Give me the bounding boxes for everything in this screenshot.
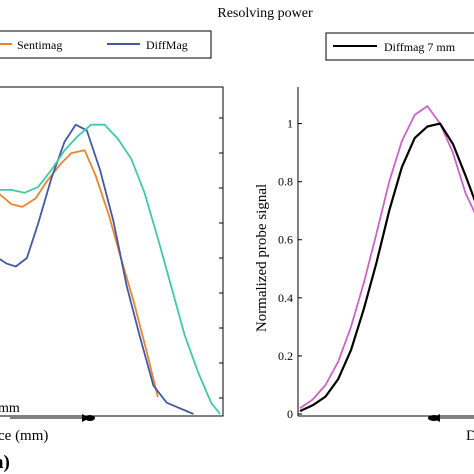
right-series-lines bbox=[299, 105, 474, 413]
series-line-0-1 bbox=[0, 123, 194, 415]
left-annotation: mm bbox=[0, 401, 20, 416]
left-y-axis-ticks bbox=[219, 117, 223, 399]
figure-title: Resolving power bbox=[217, 6, 313, 21]
right-y-axis-ticks: 0 0.2 0.4 0.6 0.8 1 bbox=[278, 117, 302, 421]
panel-label: a) bbox=[0, 452, 10, 473]
left-arrow-marker bbox=[10, 414, 95, 422]
series-line-1-1 bbox=[299, 122, 474, 413]
legend-label-diffmag-7mm: Diffmag 7 mm bbox=[384, 40, 456, 54]
right-y-tick-label: 0.4 bbox=[278, 291, 293, 305]
right-legend: Diffmag 7 mm bbox=[325, 32, 474, 61]
left-series-lines bbox=[0, 123, 221, 415]
left-legend-box bbox=[0, 30, 212, 59]
left-x-axis-label: ce (mm) bbox=[0, 428, 48, 444]
left-panel: Sentimag DiffMag mm ce (mm) a) bbox=[0, 30, 224, 473]
legend-label-diffmag: DiffMag bbox=[146, 38, 188, 52]
right-y-tick-label: 0.6 bbox=[278, 233, 293, 247]
series-line-0-2 bbox=[0, 123, 221, 415]
legend-label-sentimag: Sentimag bbox=[17, 38, 62, 52]
left-plot-frame bbox=[0, 86, 224, 417]
left-legend: Sentimag DiffMag bbox=[0, 30, 212, 59]
left-arrow-dot bbox=[85, 415, 95, 421]
right-y-axis-label: Normalized probe signal bbox=[254, 184, 270, 332]
right-panel: Diffmag 7 mm 0 0.2 0.4 0.6 0.8 1 Normalized p… bbox=[254, 32, 474, 444]
right-arrow-dot bbox=[428, 415, 440, 421]
series-line-1-0 bbox=[299, 105, 474, 409]
right-y-tick-label: 0 bbox=[287, 407, 293, 421]
right-y-tick-label: 0.8 bbox=[278, 175, 293, 189]
series-line-0-0 bbox=[0, 149, 159, 398]
right-y-tick-label: 0.2 bbox=[278, 349, 293, 363]
right-y-tick-label: 1 bbox=[287, 117, 293, 131]
right-x-axis-label: D bbox=[466, 428, 474, 444]
right-arrow-marker bbox=[428, 414, 474, 422]
